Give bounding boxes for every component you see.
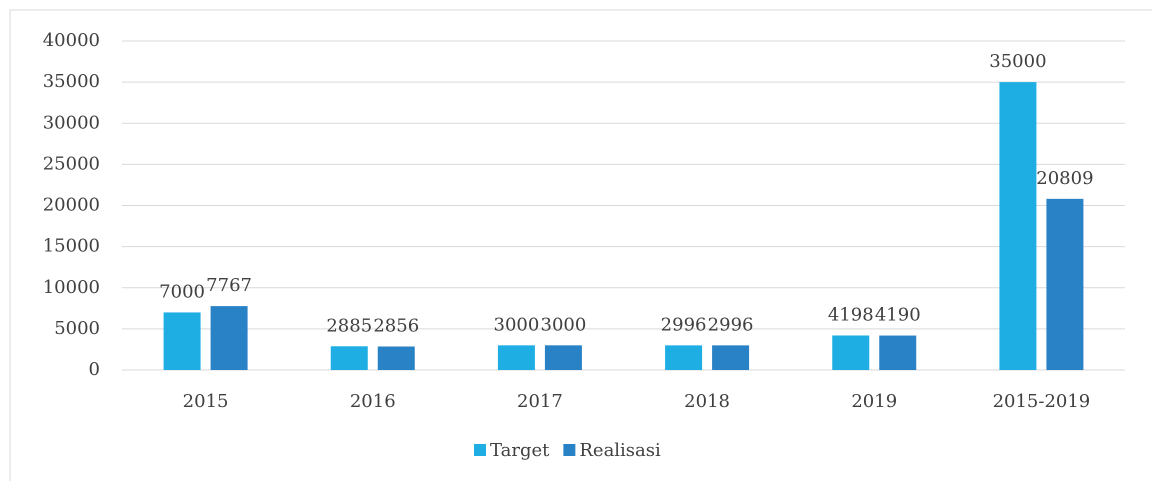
bar [163,312,201,370]
bar [879,335,917,370]
bar [210,306,248,370]
data-label: 2885 [326,315,372,336]
data-label: 7000 [159,281,205,302]
x-tick-label: 2015-2019 [993,391,1091,412]
y-tick-label: 5000 [54,318,100,339]
bar [665,345,703,370]
y-tick-label: 0 [89,359,100,380]
legend-swatch [563,444,576,456]
data-label: 2996 [661,314,707,335]
data-label: 3000 [541,314,587,335]
data-label: 4198 [828,304,874,325]
bar [330,346,368,370]
y-tick-label: 25000 [43,153,100,174]
y-tick-label: 40000 [43,30,100,51]
x-tick-label: 2018 [684,391,730,412]
y-tick-label: 30000 [43,112,100,133]
bar [1046,198,1084,370]
bar [377,346,415,370]
y-tick-label: 20000 [43,195,100,216]
data-label: 2856 [373,316,419,337]
bar [712,345,750,370]
bar [497,345,535,370]
data-label: 7767 [206,275,252,296]
y-tick-label: 35000 [43,71,100,92]
bar [544,345,582,370]
y-tick-label: 15000 [43,236,100,257]
chart-border [9,9,1152,481]
legend-label: Target [490,440,550,461]
x-tick-label: 2016 [350,391,396,412]
x-tick-label: 2019 [851,391,897,412]
x-tick-label: 2017 [517,391,563,412]
bar [999,82,1037,370]
bar [832,335,870,370]
legend-label: Realisasi [579,440,661,461]
x-tick-label: 2015 [183,391,229,412]
data-label: 4190 [875,305,921,326]
data-label: 3000 [494,314,540,335]
y-tick-label: 10000 [43,277,100,298]
data-label: 20809 [1036,168,1093,189]
data-label: 2996 [708,314,754,335]
data-label: 35000 [989,51,1046,72]
legend-swatch [474,444,486,456]
